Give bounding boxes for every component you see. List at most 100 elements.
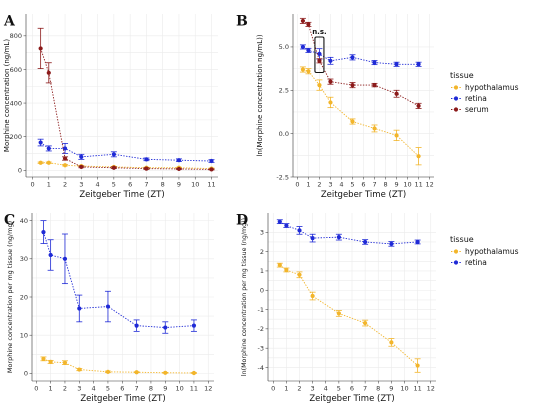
y-tick-label: 30 [20, 255, 28, 263]
x-tick-label: 5 [337, 385, 341, 393]
data-point [394, 133, 399, 138]
y-axis-title: ln(Morphine concentration ng/mL)) [256, 34, 264, 156]
x-tick-label: 12 [204, 385, 212, 393]
data-point [328, 58, 333, 63]
data-point [79, 154, 84, 159]
data-point [328, 100, 333, 105]
data-point [163, 370, 168, 375]
series-line-retina [43, 231, 194, 328]
data-point [306, 69, 311, 74]
series-retina [276, 219, 421, 247]
data-point [372, 126, 377, 131]
data-point [416, 154, 421, 159]
data-point [105, 369, 111, 374]
legend-key-point [453, 96, 459, 101]
y-tick-label: 10 [20, 331, 28, 339]
data-point [284, 267, 289, 273]
x-tick-label: 3 [311, 385, 315, 393]
y-tick-label: 600 [10, 66, 22, 74]
gridlines [32, 213, 214, 381]
significance-box [314, 36, 325, 74]
x-tick-label: 8 [149, 385, 153, 393]
x-tick-label: 12 [425, 181, 433, 189]
x-axis-title: Zeitgeber Time (ZT) [309, 394, 394, 404]
series-retina [299, 44, 422, 67]
data-point [350, 55, 355, 60]
y-axis-title: ln(Morphine concentration per mg tissue … [241, 218, 248, 376]
x-tick-label: 3 [79, 181, 83, 189]
legend-label-hypothalamus: hypothalamus [465, 83, 519, 92]
data-point [163, 325, 168, 330]
data-point [46, 70, 51, 75]
data-point [394, 62, 399, 67]
significance-label: n.s. [312, 28, 326, 36]
data-point [300, 18, 306, 24]
x-tick-label: 0 [295, 181, 299, 189]
x-tick-label: 3 [77, 385, 81, 393]
legend-key-point [453, 249, 459, 254]
y-tick-label: 20 [20, 293, 28, 301]
x-tick-label: 1 [306, 181, 310, 189]
data-point [62, 163, 68, 168]
y-tick-label: 0 [260, 287, 264, 295]
x-tick-label: 9 [389, 385, 393, 393]
panel-letter: C [4, 213, 15, 229]
data-point [48, 359, 53, 365]
x-tick-label: 6 [350, 385, 354, 393]
y-axis-title: Morphine concentration per mg tissue (ng… [6, 221, 14, 373]
series-line-serum [302, 20, 419, 107]
x-tick-label: 8 [376, 385, 380, 393]
y-tick-label: -2.5 [276, 173, 289, 181]
x-tick-label: 1 [49, 385, 53, 393]
y-tick-label: 400 [10, 99, 22, 107]
x-tick-label: 4 [96, 181, 100, 189]
y-tick-label: -4 [258, 364, 264, 372]
legend-key-point [453, 85, 459, 90]
legend-label-serum: serum [465, 105, 489, 114]
x-tick-label: 2 [317, 181, 321, 189]
series-line-retina [40, 142, 212, 162]
x-tick-label: 11 [414, 181, 422, 189]
data-point [416, 103, 421, 109]
y-tick-label: 5.0 [279, 43, 289, 51]
panel-a: 0 1 2 3 4 5 6 7 8 9 10 11 0 200 400 600 800 Zeitgeber Tim… [3, 14, 218, 200]
data-point [277, 263, 282, 268]
series-retina [37, 138, 215, 164]
data-point [306, 22, 311, 27]
data-point [48, 252, 53, 258]
data-point [336, 235, 341, 240]
data-point [144, 166, 149, 171]
legend-key-point [453, 260, 459, 265]
data-point [41, 229, 46, 235]
data-point [111, 152, 116, 157]
legend-title: tissue [450, 71, 474, 80]
data-point [191, 323, 197, 328]
series-line-hypothalamus [40, 162, 212, 170]
legend-label-retina: retina [465, 94, 487, 103]
gridlines [293, 14, 434, 178]
data-point [300, 67, 306, 72]
x-tick-label: 9 [394, 181, 398, 189]
data-point [336, 311, 341, 316]
x-tick-label: 1 [284, 385, 288, 393]
x-tick-label: 6 [361, 181, 365, 189]
x-tick-label: 5 [106, 385, 110, 393]
data-point [317, 58, 322, 63]
data-point [350, 82, 355, 88]
x-tick-label: 5 [112, 181, 116, 189]
data-point [46, 160, 51, 165]
panel-letter: D [236, 213, 248, 229]
data-point [209, 158, 214, 164]
y-tick-label: -1 [258, 306, 264, 314]
data-point [77, 306, 82, 311]
data-point [176, 158, 182, 163]
x-tick-label: 11 [413, 385, 421, 393]
x-tick-label: 0 [34, 385, 38, 393]
data-point [46, 146, 51, 151]
data-point [134, 370, 139, 375]
data-point [300, 44, 306, 50]
x-tick-label: 7 [372, 181, 376, 189]
